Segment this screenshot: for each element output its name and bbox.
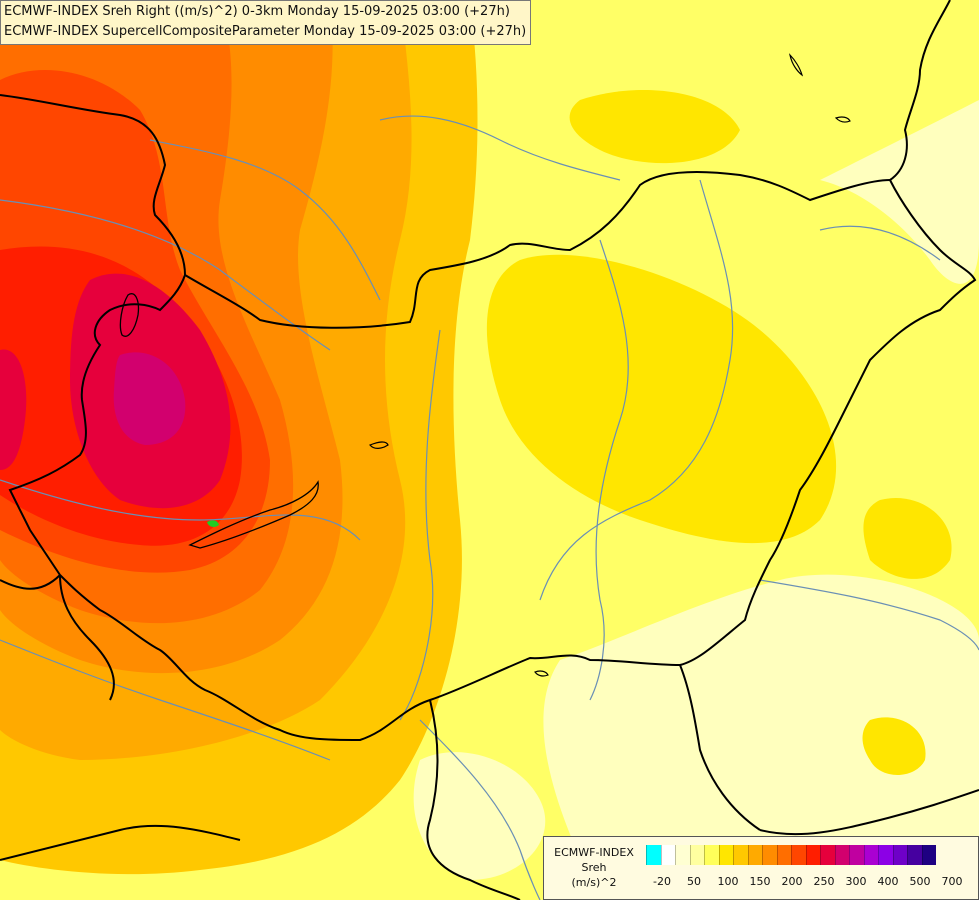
legend-swatch bbox=[849, 845, 864, 865]
map-title: ECMWF-INDEX Sreh Right ((m/s)^2) 0-3km M… bbox=[0, 0, 532, 45]
legend-swatch bbox=[660, 845, 675, 865]
legend-swatch bbox=[776, 845, 791, 865]
legend-swatch bbox=[834, 845, 849, 865]
legend-unit: (m/s)^2 bbox=[571, 876, 617, 889]
legend-swatch bbox=[733, 845, 748, 865]
legend-tick-label: 700 bbox=[941, 875, 963, 888]
border-northeast bbox=[889, 0, 951, 181]
legend-swatch bbox=[646, 845, 661, 865]
pale-area-southeast bbox=[543, 574, 979, 900]
legend-tick-label: -20 bbox=[653, 875, 671, 888]
legend-swatch bbox=[805, 845, 820, 865]
legend-tick-label: 400 bbox=[877, 875, 899, 888]
legend-swatch bbox=[878, 845, 893, 865]
legend-swatch bbox=[791, 845, 806, 865]
legend-swatch bbox=[675, 845, 690, 865]
legend-swatch bbox=[921, 845, 936, 865]
lake-small-east bbox=[834, 116, 851, 123]
field-contour-gold-north bbox=[569, 90, 740, 164]
legend-tick-label: 100 bbox=[717, 875, 739, 888]
border-east bbox=[679, 179, 977, 666]
legend-swatches bbox=[646, 845, 936, 865]
border-southeast bbox=[679, 664, 761, 831]
field-contour-gold-southeast bbox=[862, 717, 926, 775]
lake-neusiedl bbox=[119, 293, 140, 337]
legend-source: ECMWF-INDEX bbox=[554, 846, 634, 859]
legend-swatch bbox=[689, 845, 704, 865]
border-far-southeast bbox=[759, 789, 979, 836]
border-south bbox=[59, 574, 681, 742]
lake-small-northeast bbox=[789, 53, 804, 77]
scp-contour-green bbox=[207, 520, 219, 527]
legend-swatch bbox=[762, 845, 777, 865]
legend-variable: Sreh bbox=[581, 861, 607, 874]
legend-tick-label: 50 bbox=[687, 875, 701, 888]
legend-tick-label: 200 bbox=[781, 875, 803, 888]
legend-swatch bbox=[747, 845, 762, 865]
color-legend: ECMWF-INDEX Sreh (m/s)^2 -20 50 100 150 200 2… bbox=[543, 836, 979, 900]
field-contour-magenta bbox=[113, 352, 186, 445]
legend-swatch bbox=[892, 845, 907, 865]
legend-tick-label: 300 bbox=[845, 875, 867, 888]
lake-balaton bbox=[188, 480, 319, 549]
lake-small-center bbox=[369, 441, 389, 449]
pale-area-south bbox=[413, 752, 546, 880]
field-contour-crimson-west bbox=[0, 349, 27, 470]
legend-tick-label: 150 bbox=[749, 875, 771, 888]
legend-swatch bbox=[718, 845, 733, 865]
border-far-southwest bbox=[0, 824, 241, 861]
legend-tick-label: 250 bbox=[813, 875, 835, 888]
title-line-1: ECMWF-INDEX Sreh Right ((m/s)^2) 0-3km M… bbox=[4, 4, 510, 19]
legend-ticks: -20 50 100 150 200 250 300 400 500 700 bbox=[646, 875, 976, 891]
legend-swatch bbox=[820, 845, 835, 865]
legend-swatch bbox=[907, 845, 922, 865]
legend-swatch bbox=[704, 845, 719, 865]
pale-area-northeast bbox=[820, 100, 979, 284]
legend-label: ECMWF-INDEX Sreh (m/s)^2 bbox=[546, 845, 642, 890]
title-line-2: ECMWF-INDEX SupercellCompositeParameter … bbox=[4, 24, 527, 39]
legend-tick-label: 500 bbox=[909, 875, 931, 888]
border-west bbox=[8, 274, 186, 576]
border-southwest bbox=[0, 574, 115, 701]
field-contour-gold-east bbox=[863, 498, 952, 579]
legend-swatch bbox=[863, 845, 878, 865]
border-north bbox=[0, 94, 891, 329]
border-south-lower bbox=[426, 699, 521, 900]
lake-small-south bbox=[534, 670, 549, 677]
field-contour-gold-center bbox=[486, 254, 837, 544]
